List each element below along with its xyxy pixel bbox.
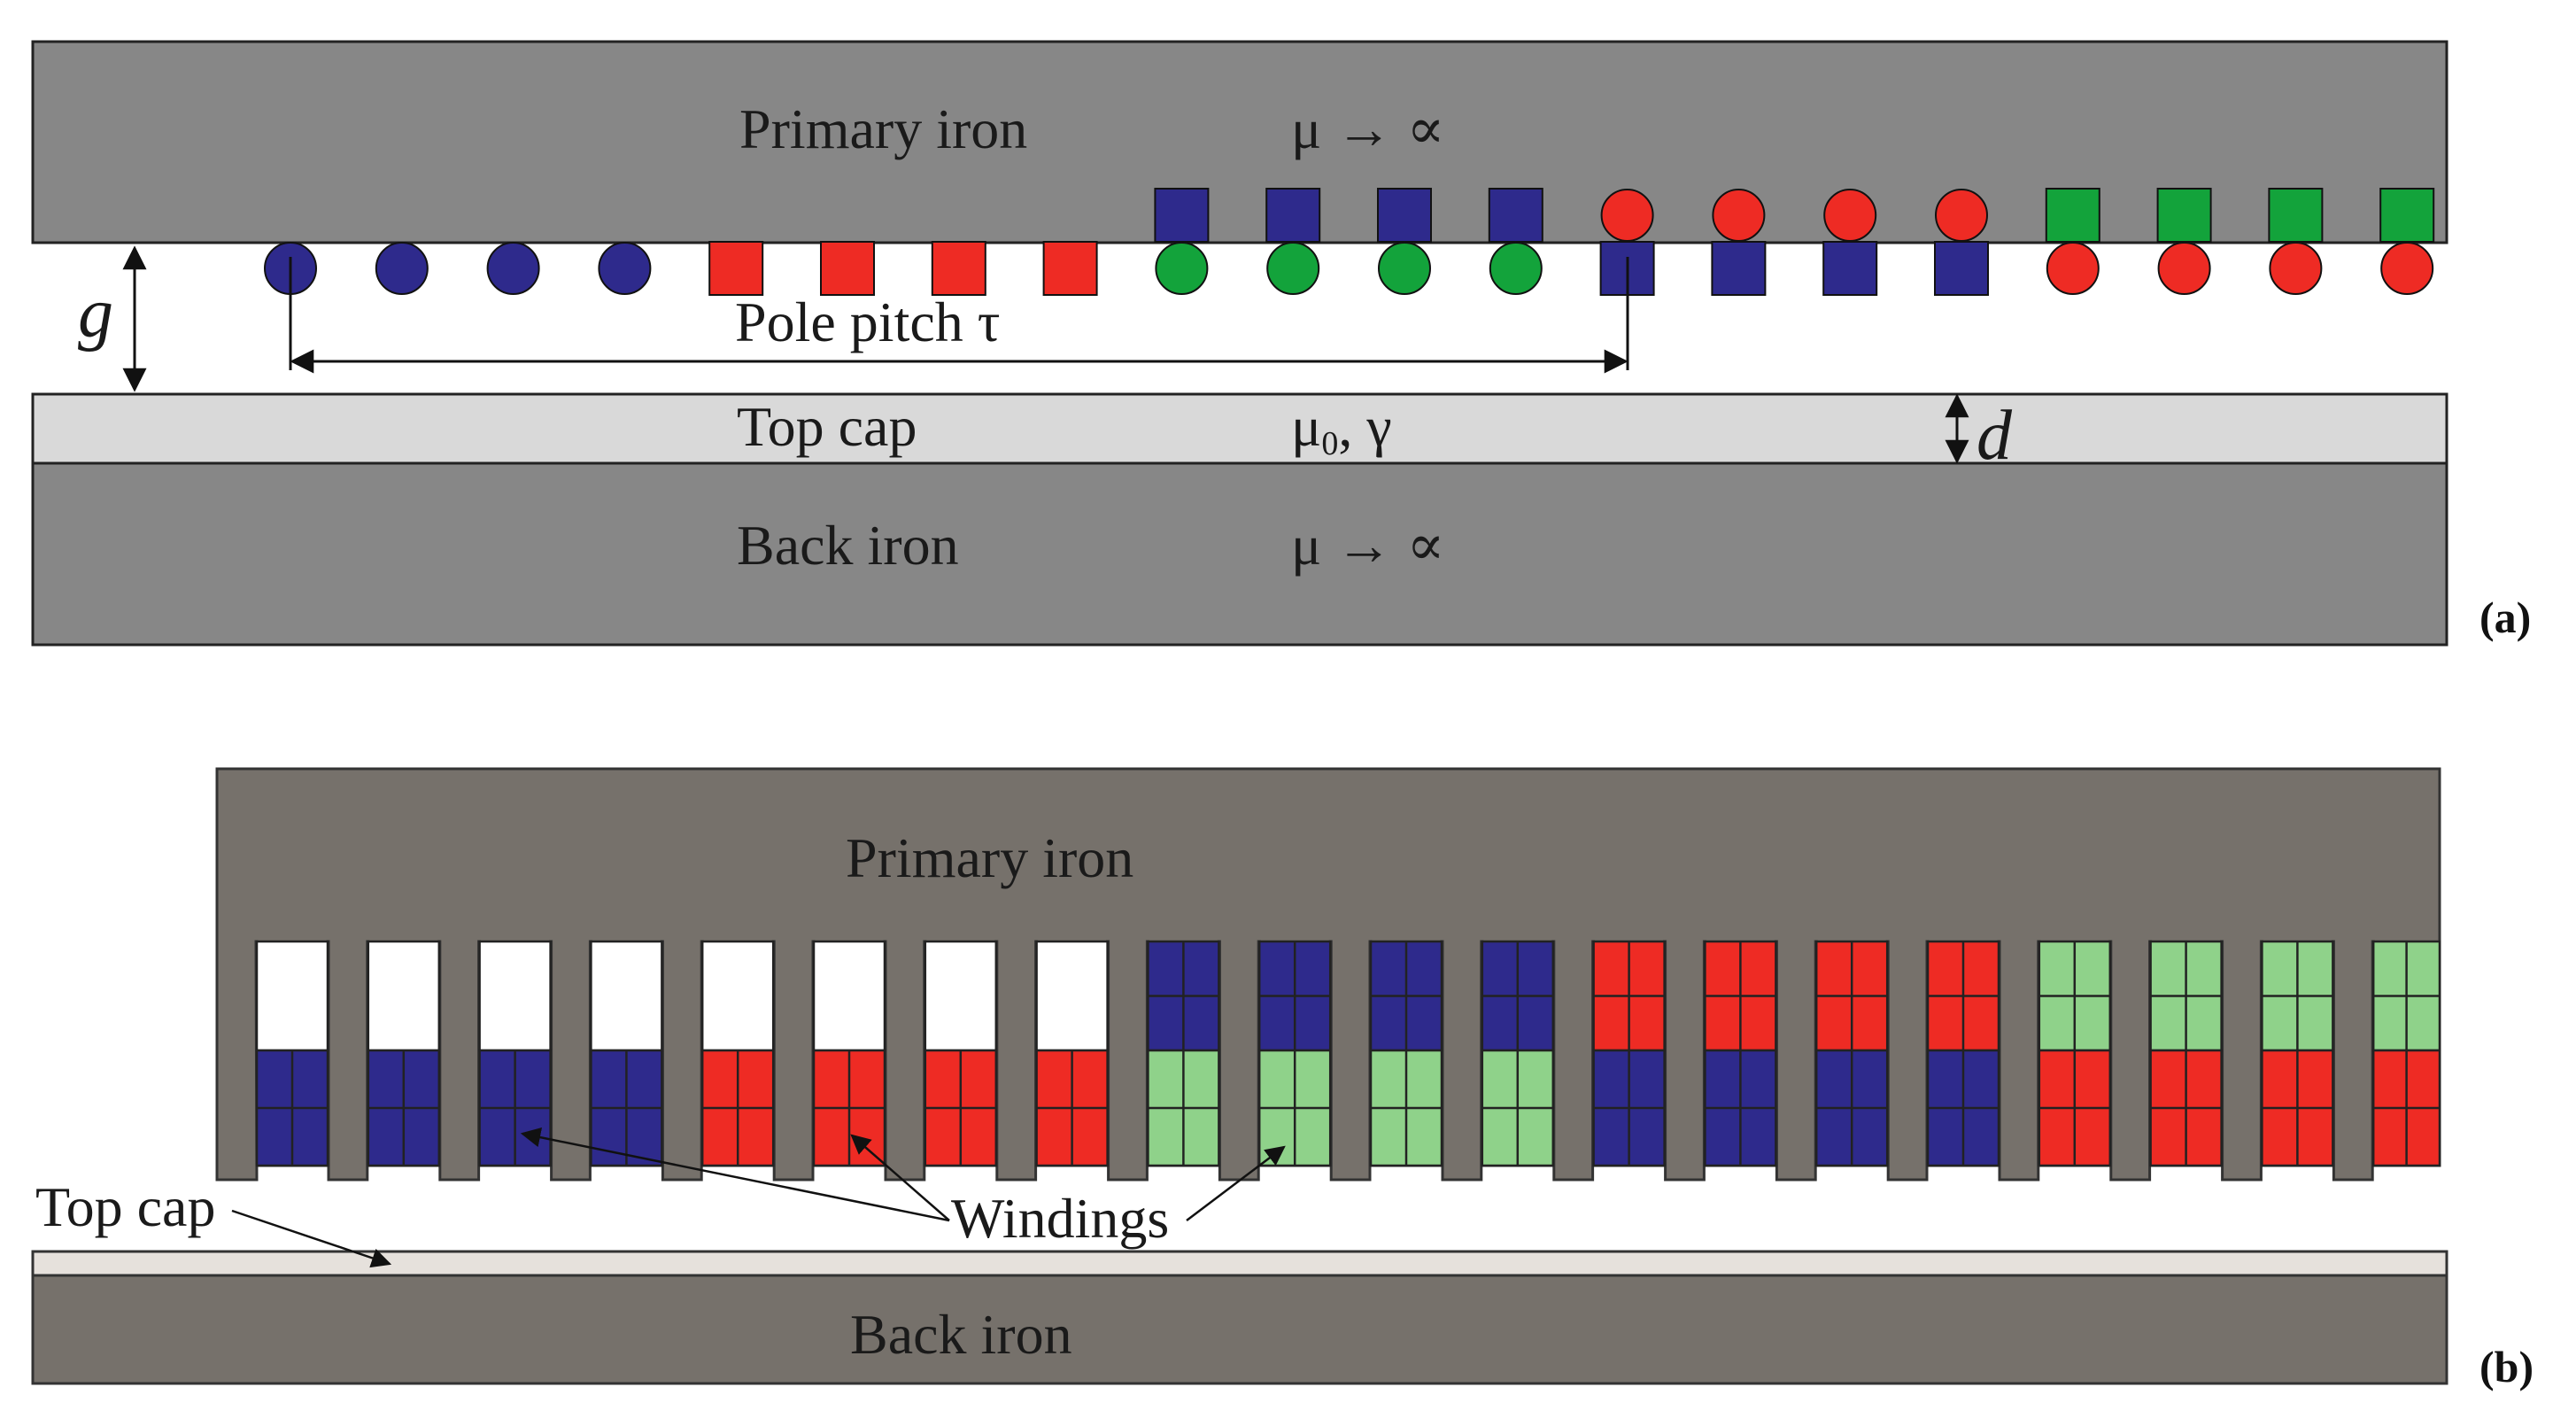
- upper-circle-conductor-16: [1935, 189, 1988, 242]
- primary-iron-label-a: Primary iron: [739, 97, 1027, 160]
- windings-pointer-3: [1186, 1145, 1286, 1221]
- lower-circle-conductor-12: [1489, 242, 1543, 295]
- thickness-symbol: d: [1976, 397, 2013, 475]
- back-iron-a: [31, 461, 2448, 647]
- upper-circle-conductor-15: [1823, 189, 1877, 242]
- panel-b-label: (b): [2479, 1342, 2533, 1391]
- lower-circle-conductor-10: [1266, 242, 1320, 295]
- winding-upper-5: [700, 940, 775, 1052]
- lower-circle-conductor-11: [1378, 242, 1431, 295]
- lower-circle-conductor-20: [2380, 242, 2434, 295]
- lower-circle-conductor-2: [375, 242, 429, 295]
- pole-pitch-label: Pole pitch τ: [735, 291, 1000, 353]
- upper-circle-conductor-14: [1712, 189, 1766, 242]
- winding-upper-1: [255, 940, 329, 1052]
- back-iron-permeability-a: μ → ∝: [1291, 514, 1445, 577]
- primary-iron-permeability-a: μ → ∝: [1291, 97, 1445, 160]
- upper-circle-conductor-13: [1600, 189, 1654, 242]
- lower-circle-conductor-18: [2157, 242, 2211, 295]
- upper-square-conductor-11: [1377, 188, 1432, 243]
- top-cap-label-a: Top cap: [737, 395, 917, 458]
- top-cap-pointer: [231, 1209, 392, 1268]
- top-cap-a: [31, 392, 2448, 465]
- gap-symbol: g: [78, 275, 113, 353]
- upper-square-conductor-12: [1488, 188, 1543, 243]
- lower-square-conductor-6: [820, 241, 875, 296]
- conductors-a: [264, 188, 2435, 296]
- upper-square-conductor-10: [1265, 188, 1321, 243]
- back-iron-b: [31, 1274, 2448, 1385]
- top-cap-properties: μ0, γ: [1291, 395, 1392, 462]
- winding-upper-6: [812, 940, 886, 1052]
- primary-iron-label-b: Primary iron: [846, 826, 1133, 889]
- lower-circle-conductor-9: [1155, 242, 1209, 295]
- lower-square-conductor-7: [931, 241, 986, 296]
- winding-upper-8: [1035, 940, 1109, 1052]
- upper-square-conductor-20: [2379, 188, 2435, 243]
- lower-square-conductor-8: [1042, 241, 1098, 296]
- upper-square-conductor-17: [2045, 188, 2100, 243]
- lower-square-conductor-14: [1711, 241, 1767, 296]
- top-cap-b: [31, 1250, 2448, 1277]
- windings-pointer-1: [520, 1127, 950, 1222]
- panel-a-label: (a): [2479, 593, 2531, 642]
- lower-circle-conductor-4: [598, 242, 652, 295]
- lower-circle-conductor-17: [2046, 242, 2100, 295]
- panel-b: Primary iron Back iron Windings Top cap …: [31, 767, 2533, 1391]
- top-cap-label-b: Top cap: [35, 1175, 215, 1238]
- winding-upper-2: [367, 940, 441, 1052]
- winding-upper-3: [478, 940, 552, 1052]
- upper-square-conductor-18: [2156, 188, 2212, 243]
- lower-square-conductor-16: [1934, 241, 1989, 296]
- winding-upper-4: [590, 940, 663, 1052]
- windings-label: Windings: [951, 1187, 1169, 1250]
- slotted-primary-b: [215, 767, 2441, 1182]
- upper-square-conductor-9: [1154, 188, 1210, 243]
- lower-square-conductor-15: [1822, 241, 1878, 296]
- lower-circle-conductor-3: [486, 242, 540, 295]
- lower-circle-conductor-19: [2269, 242, 2323, 295]
- back-iron-label-a: Back iron: [737, 514, 959, 577]
- primary-iron-a: [31, 40, 2448, 244]
- back-iron-label-b: Back iron: [850, 1303, 1072, 1366]
- panel-a: Primary iron μ → ∝ g Pole pitch τ Top ca…: [31, 40, 2531, 647]
- windings-pointer-2: [850, 1134, 950, 1221]
- winding-upper-7: [924, 940, 998, 1052]
- upper-square-conductor-19: [2268, 188, 2324, 243]
- lower-square-conductor-5: [708, 241, 764, 296]
